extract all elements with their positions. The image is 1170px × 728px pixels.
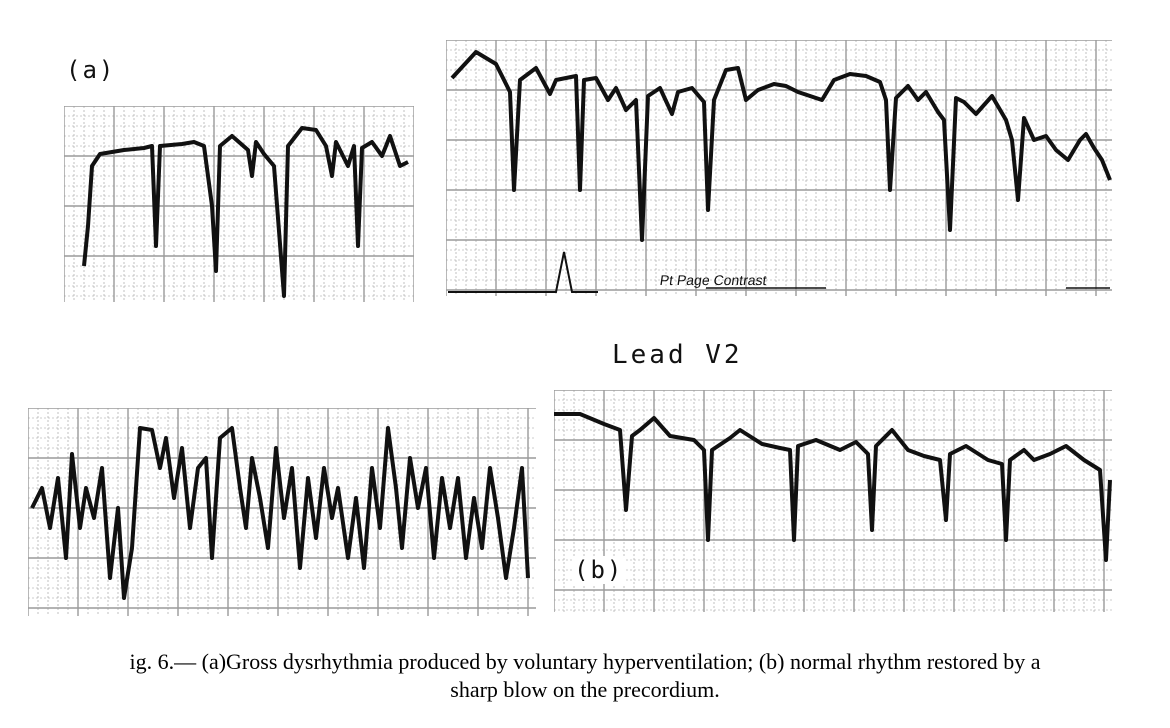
panel-a-label: (a) bbox=[66, 56, 116, 84]
ecg-strip-b-right bbox=[554, 390, 1112, 612]
annotation-text: Pt Page Contrast bbox=[658, 272, 768, 288]
ecg-trace bbox=[82, 126, 409, 298]
figure-caption: ig. 6.— (a)Gross dysrhythmia produced by… bbox=[0, 648, 1170, 704]
ecg-strip-b-left bbox=[28, 408, 536, 616]
caption-line-1: ig. 6.— (a)Gross dysrhythmia produced by… bbox=[129, 649, 1041, 674]
panel-b-label: (b) bbox=[572, 556, 626, 584]
ecg-strip-a-left bbox=[64, 106, 414, 302]
caption-line-2: sharp blow on the precordium. bbox=[450, 677, 720, 702]
ecg-strip-a-right bbox=[446, 40, 1112, 296]
ecg-trace bbox=[554, 412, 1112, 562]
lead-label: Lead V2 bbox=[612, 340, 743, 370]
ecg-trace bbox=[30, 426, 530, 600]
ecg-trace-line bbox=[448, 251, 598, 293]
ecg-grid bbox=[446, 40, 1112, 296]
ecg-trace bbox=[450, 50, 1112, 242]
